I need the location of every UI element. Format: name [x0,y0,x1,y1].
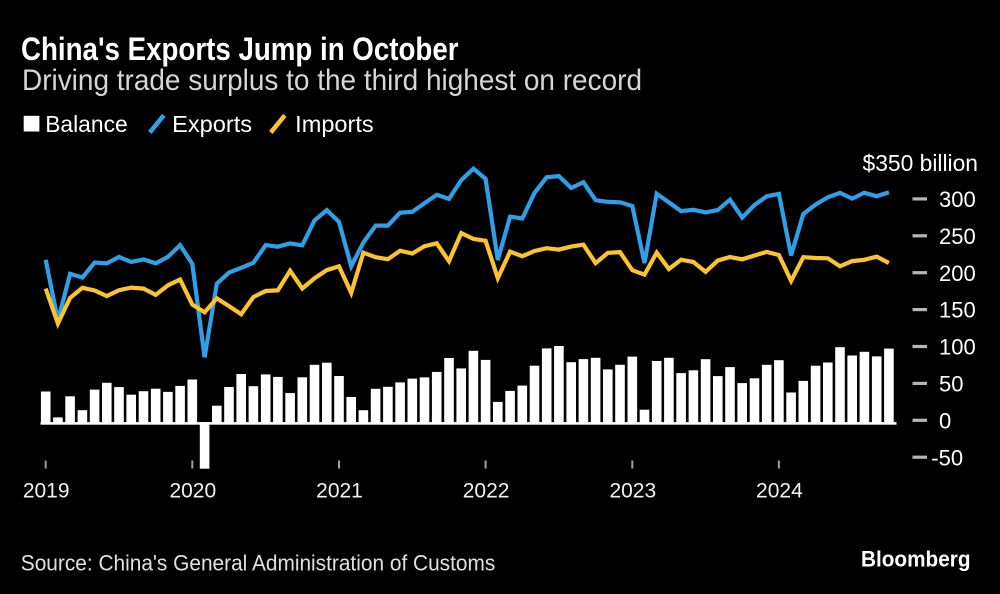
svg-text:300: 300 [939,187,976,212]
svg-text:2020: 2020 [169,479,216,502]
svg-text:2021: 2021 [316,479,363,502]
svg-text:$350 billion: $350 billion [863,150,979,176]
svg-text:200: 200 [939,261,976,286]
svg-text:2019: 2019 [23,479,70,502]
svg-text:Imports: Imports [295,111,374,137]
svg-text:2023: 2023 [609,479,656,502]
svg-text:Driving trade surplus to the t: Driving trade surplus to the third highe… [22,64,642,97]
svg-text:China's Exports Jump in Octobe: China's Exports Jump in October [21,31,459,67]
svg-text:2022: 2022 [463,479,510,502]
svg-text:Bloomberg: Bloomberg [861,547,971,572]
svg-text:0: 0 [939,408,951,433]
svg-text:Exports: Exports [172,111,252,137]
svg-text:-50: -50 [931,445,963,470]
svg-text:2024: 2024 [756,479,803,502]
svg-text:Source: China's General Admini: Source: China's General Administration o… [21,551,496,576]
svg-text:100: 100 [939,335,976,360]
svg-text:Balance: Balance [45,111,128,137]
svg-text:250: 250 [939,224,976,249]
svg-text:50: 50 [939,372,963,397]
svg-text:150: 150 [939,298,976,323]
